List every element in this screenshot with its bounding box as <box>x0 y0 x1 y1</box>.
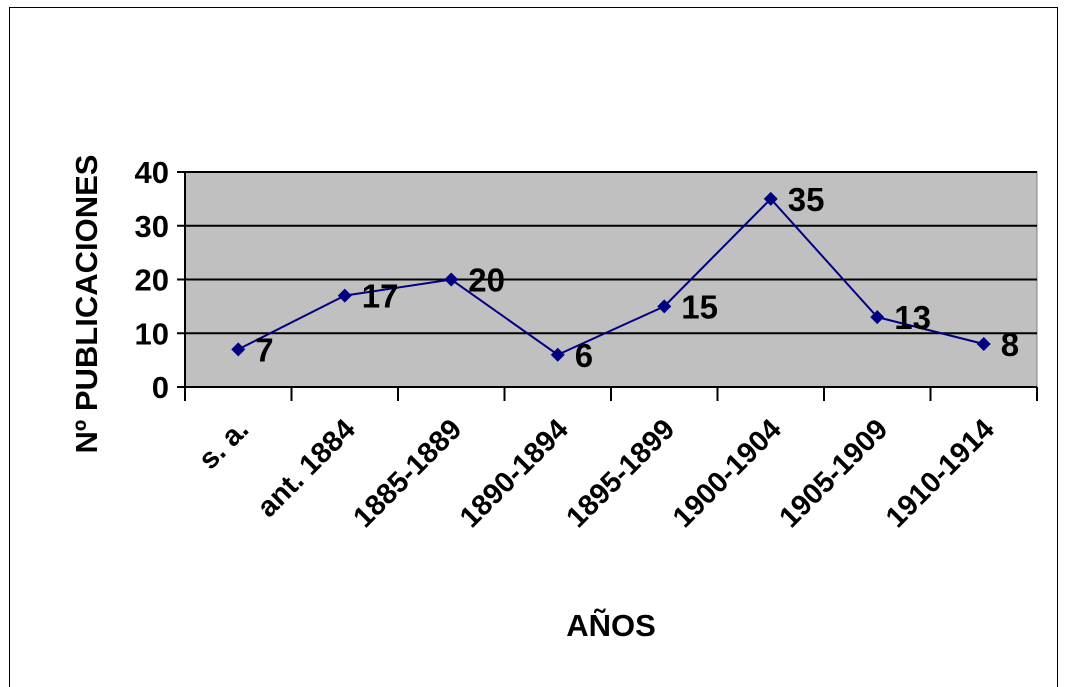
data-label: 13 <box>894 299 931 336</box>
y-tick-label: 0 <box>152 370 169 405</box>
x-tick-label: ant. 1884 <box>251 413 361 523</box>
data-label: 6 <box>575 337 593 374</box>
x-tick-label: 1885-1889 <box>348 413 469 534</box>
axes <box>177 171 1038 401</box>
data-label: 8 <box>1001 326 1019 363</box>
data-point <box>763 191 778 206</box>
series-markers <box>231 191 991 362</box>
x-tick-label: 1895-1899 <box>561 413 682 534</box>
grid-lines <box>185 171 1037 335</box>
x-tick-label: 1890-1894 <box>454 413 575 534</box>
chart-frame <box>9 7 1058 687</box>
data-point <box>550 347 565 362</box>
y-tick-label: 30 <box>135 209 169 244</box>
data-point <box>976 337 991 351</box>
data-label: 15 <box>681 288 718 325</box>
x-tick-label: 1910-1914 <box>880 413 1001 534</box>
data-point <box>444 272 459 287</box>
data-labels: 7 17 20 6 15 35 13 8 <box>255 181 1019 374</box>
x-tick-label: s. a. <box>193 413 256 476</box>
y-tick-label: 40 <box>135 155 169 190</box>
data-label: 35 <box>788 181 825 218</box>
x-axis-title: AÑOS <box>566 608 656 643</box>
data-point <box>657 299 672 314</box>
series-line <box>237 197 984 356</box>
data-point <box>870 310 885 325</box>
data-point <box>231 342 246 357</box>
data-label: 17 <box>362 278 399 315</box>
x-tick-label: 1905-1909 <box>774 413 895 534</box>
data-point <box>337 288 352 303</box>
x-tick-label: 1900-1904 <box>667 413 788 534</box>
data-label: 20 <box>468 262 505 299</box>
y-axis-title: Nº PUBLICACIONES <box>69 155 104 454</box>
data-label: 7 <box>255 331 273 368</box>
x-tick-labels: s. a.ant. 18841885-18891890-18941895-189… <box>193 413 1001 534</box>
y-tick-label: 20 <box>135 263 169 298</box>
y-tick-label: 10 <box>135 316 169 351</box>
y-tick-labels: 0 10 20 30 40 <box>135 155 169 405</box>
